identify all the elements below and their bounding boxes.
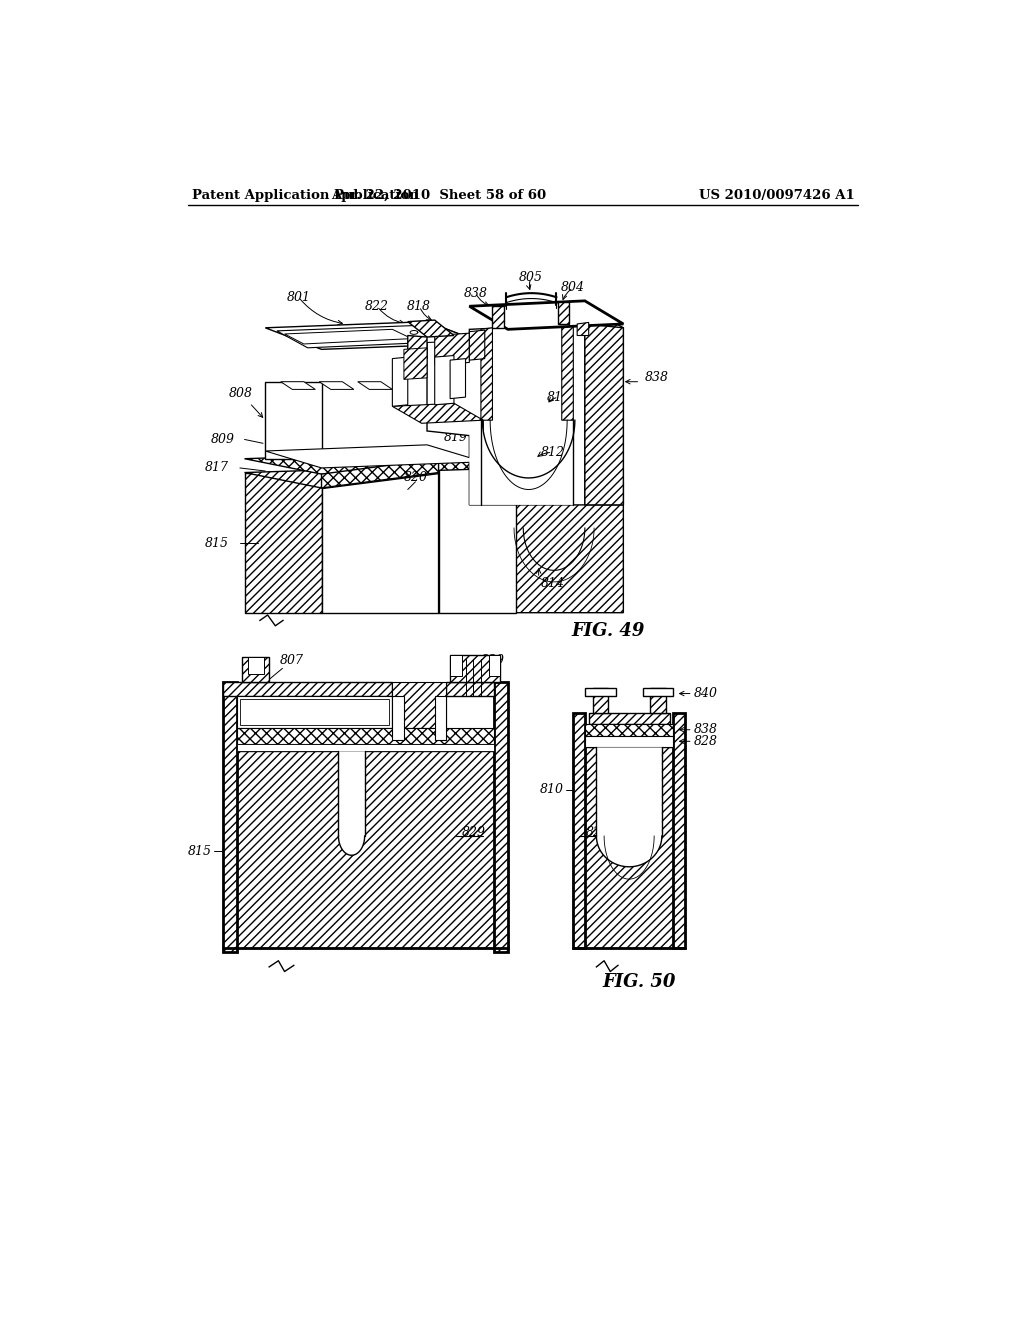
Polygon shape	[392, 404, 483, 424]
Text: 807: 807	[281, 653, 304, 667]
Text: FIG. 50: FIG. 50	[602, 973, 676, 991]
Text: US 2010/0097426 A1: US 2010/0097426 A1	[698, 189, 854, 202]
Text: 810: 810	[540, 783, 564, 796]
Text: 815: 815	[205, 537, 229, 550]
Text: FIG. 49: FIG. 49	[571, 622, 645, 640]
Text: 817: 817	[205, 462, 229, 474]
Text: 814: 814	[541, 577, 564, 590]
Polygon shape	[281, 381, 315, 389]
Text: 804: 804	[561, 281, 586, 294]
Polygon shape	[488, 655, 500, 676]
Polygon shape	[585, 323, 624, 506]
Polygon shape	[481, 327, 493, 420]
Text: 828: 828	[694, 735, 718, 748]
Polygon shape	[593, 688, 608, 713]
Polygon shape	[265, 322, 483, 350]
Polygon shape	[392, 682, 446, 729]
Polygon shape	[435, 333, 469, 364]
Polygon shape	[322, 459, 438, 488]
Text: 840: 840	[694, 686, 718, 700]
Polygon shape	[469, 323, 585, 506]
Polygon shape	[248, 657, 264, 675]
Polygon shape	[585, 688, 615, 696]
Polygon shape	[265, 381, 322, 459]
Text: 810: 810	[547, 391, 570, 404]
Text: 812: 812	[541, 446, 564, 459]
Polygon shape	[435, 696, 446, 739]
Text: Apr. 22, 2010  Sheet 58 of 60: Apr. 22, 2010 Sheet 58 of 60	[331, 189, 546, 202]
Polygon shape	[245, 453, 515, 474]
Polygon shape	[223, 682, 237, 952]
Polygon shape	[285, 330, 412, 345]
Polygon shape	[319, 381, 354, 389]
Polygon shape	[237, 729, 494, 743]
Polygon shape	[589, 713, 670, 725]
Polygon shape	[265, 445, 483, 469]
Text: 839: 839	[480, 653, 505, 667]
Polygon shape	[573, 747, 685, 948]
Polygon shape	[451, 655, 500, 682]
Text: 819: 819	[443, 430, 468, 444]
Polygon shape	[427, 322, 483, 437]
Polygon shape	[276, 326, 446, 348]
Text: 829: 829	[586, 825, 610, 838]
Polygon shape	[357, 381, 392, 389]
Text: 801: 801	[287, 290, 310, 304]
Polygon shape	[558, 302, 569, 323]
Polygon shape	[585, 725, 674, 737]
Polygon shape	[237, 743, 494, 751]
Polygon shape	[578, 322, 589, 335]
Polygon shape	[446, 682, 494, 696]
Polygon shape	[223, 751, 508, 948]
Polygon shape	[438, 462, 515, 612]
Text: 829: 829	[462, 825, 485, 838]
Polygon shape	[469, 301, 624, 330]
Text: 809: 809	[296, 708, 321, 721]
Polygon shape	[243, 657, 269, 682]
Polygon shape	[438, 466, 515, 612]
Text: 815: 815	[187, 845, 211, 858]
Polygon shape	[392, 696, 403, 739]
Text: 809: 809	[211, 433, 234, 446]
Polygon shape	[408, 335, 427, 359]
Polygon shape	[585, 737, 674, 747]
Polygon shape	[585, 306, 624, 506]
Polygon shape	[469, 330, 484, 360]
Text: ~: ~	[279, 708, 288, 718]
Polygon shape	[322, 473, 438, 612]
Polygon shape	[596, 747, 662, 867]
Polygon shape	[223, 682, 392, 696]
Text: 805: 805	[519, 271, 543, 284]
Polygon shape	[451, 359, 466, 399]
Polygon shape	[435, 355, 454, 405]
Polygon shape	[469, 420, 574, 506]
Polygon shape	[562, 325, 573, 420]
Polygon shape	[339, 751, 366, 855]
Polygon shape	[494, 682, 508, 952]
Polygon shape	[573, 713, 585, 948]
Polygon shape	[240, 700, 389, 725]
Text: 822: 822	[365, 300, 389, 313]
Polygon shape	[245, 473, 322, 612]
Polygon shape	[493, 306, 504, 327]
Text: 838: 838	[645, 371, 669, 384]
Polygon shape	[438, 462, 624, 612]
Polygon shape	[643, 688, 674, 696]
Text: 838: 838	[464, 286, 487, 300]
Polygon shape	[392, 358, 408, 407]
Text: Patent Application Publication: Patent Application Publication	[193, 189, 419, 202]
Polygon shape	[403, 348, 427, 379]
Text: 808: 808	[229, 387, 263, 417]
Text: 838: 838	[694, 723, 718, 737]
Polygon shape	[237, 696, 392, 729]
Polygon shape	[408, 321, 454, 337]
Polygon shape	[650, 688, 666, 713]
Polygon shape	[451, 655, 462, 676]
Polygon shape	[245, 466, 515, 488]
Text: 818: 818	[408, 300, 431, 313]
Polygon shape	[674, 713, 685, 948]
Text: 820: 820	[403, 471, 427, 484]
